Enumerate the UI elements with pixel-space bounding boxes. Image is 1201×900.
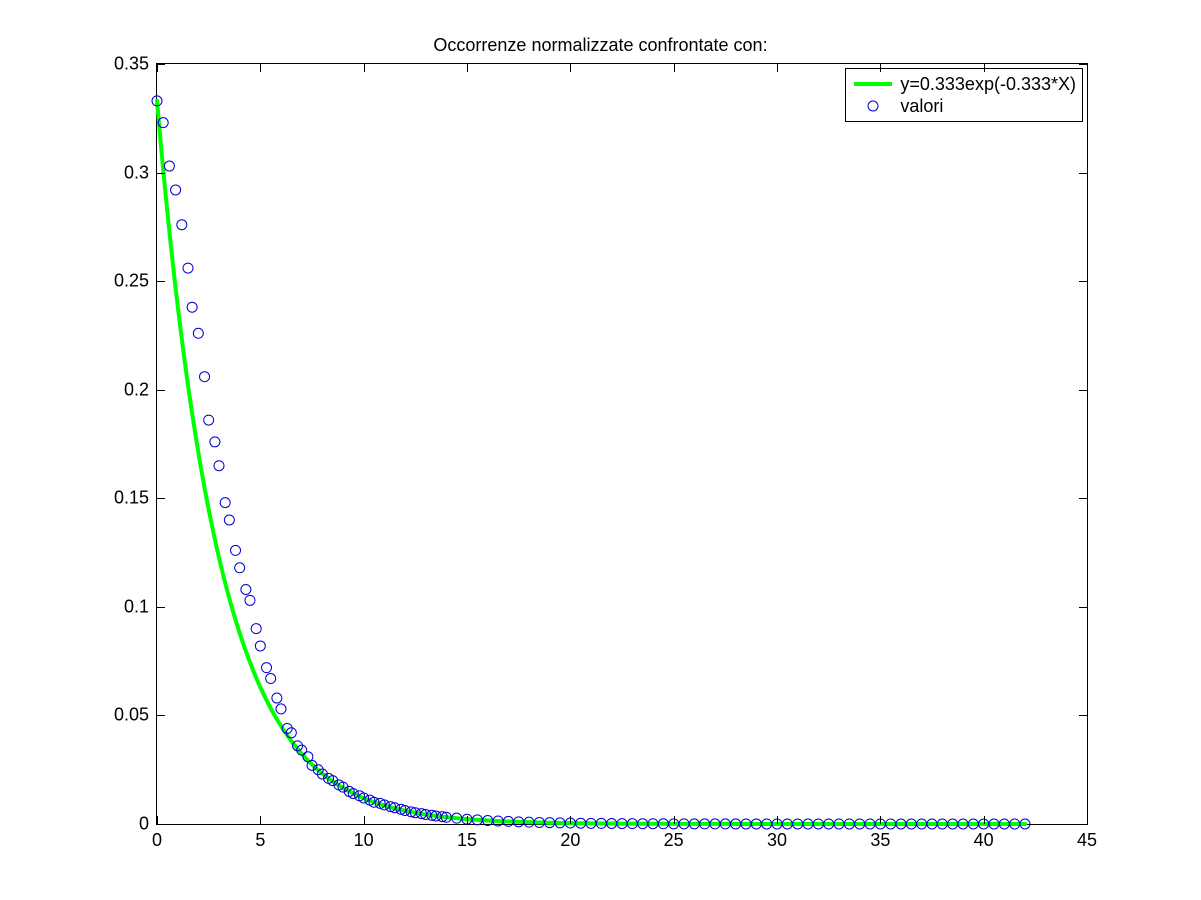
series-marker bbox=[251, 624, 261, 634]
xtick-label: 25 bbox=[664, 830, 684, 851]
ytick-label: 0.1 bbox=[124, 596, 149, 617]
xtick-mark bbox=[777, 816, 778, 824]
xtick-mark-top bbox=[467, 64, 468, 72]
series-marker bbox=[177, 220, 187, 230]
series-marker bbox=[214, 461, 224, 471]
xtick-mark bbox=[1087, 816, 1088, 824]
ytick-mark bbox=[157, 173, 165, 174]
xtick-mark-top bbox=[880, 64, 881, 72]
xtick-mark-top bbox=[260, 64, 261, 72]
xtick-mark-top bbox=[777, 64, 778, 72]
xtick-mark bbox=[674, 816, 675, 824]
series-marker bbox=[210, 437, 220, 447]
legend-swatch-marker bbox=[852, 95, 894, 117]
ytick-label: 0.35 bbox=[114, 54, 149, 75]
ytick-mark-right bbox=[1079, 607, 1087, 608]
legend-label-line: y=0.333exp(-0.333*X) bbox=[900, 74, 1076, 95]
series-marker bbox=[276, 704, 286, 714]
xtick-mark bbox=[260, 816, 261, 824]
series-marker bbox=[272, 693, 282, 703]
series-line bbox=[157, 101, 1025, 824]
xtick-label: 40 bbox=[974, 830, 994, 851]
ytick-mark bbox=[157, 824, 165, 825]
ytick-mark bbox=[157, 64, 165, 65]
xtick-mark-top bbox=[674, 64, 675, 72]
ytick-mark bbox=[157, 715, 165, 716]
xtick-mark-top bbox=[1087, 64, 1088, 72]
xtick-mark-top bbox=[364, 64, 365, 72]
xtick-mark-top bbox=[984, 64, 985, 72]
ytick-mark-right bbox=[1079, 715, 1087, 716]
xtick-mark bbox=[880, 816, 881, 824]
xtick-label: 20 bbox=[560, 830, 580, 851]
legend-label-marker: valori bbox=[900, 96, 943, 117]
legend-item-marker: valori bbox=[852, 95, 1076, 117]
figure: Occorrenze normalizzate confrontate con:… bbox=[0, 0, 1201, 900]
xtick-mark-top bbox=[570, 64, 571, 72]
xtick-label: 0 bbox=[152, 830, 162, 851]
series-marker bbox=[245, 595, 255, 605]
series-marker bbox=[235, 563, 245, 573]
xtick-label: 35 bbox=[870, 830, 890, 851]
xtick-label: 30 bbox=[767, 830, 787, 851]
series-marker bbox=[220, 498, 230, 508]
xtick-label: 45 bbox=[1077, 830, 1097, 851]
series-marker bbox=[187, 302, 197, 312]
ytick-mark-right bbox=[1079, 390, 1087, 391]
ytick-label: 0.3 bbox=[124, 162, 149, 183]
xtick-mark bbox=[364, 816, 365, 824]
ytick-mark-right bbox=[1079, 173, 1087, 174]
ytick-label: 0.2 bbox=[124, 379, 149, 400]
series-marker bbox=[204, 415, 214, 425]
xtick-label: 15 bbox=[457, 830, 477, 851]
series-marker bbox=[241, 584, 251, 594]
series-marker bbox=[266, 674, 276, 684]
series-marker bbox=[200, 372, 210, 382]
plot-area: y=0.333exp(-0.333*X) valori 051015202530… bbox=[156, 63, 1088, 825]
legend-swatch-line bbox=[852, 73, 894, 95]
ytick-mark-right bbox=[1079, 64, 1087, 65]
xtick-mark bbox=[157, 816, 158, 824]
xtick-mark bbox=[467, 816, 468, 824]
legend: y=0.333exp(-0.333*X) valori bbox=[845, 68, 1083, 122]
xtick-mark-top bbox=[157, 64, 158, 72]
series-marker bbox=[224, 515, 234, 525]
ytick-label: 0.25 bbox=[114, 271, 149, 292]
ytick-mark-right bbox=[1079, 498, 1087, 499]
series-marker bbox=[193, 328, 203, 338]
chart-title: Occorrenze normalizzate confrontate con: bbox=[0, 35, 1201, 56]
ytick-mark bbox=[157, 498, 165, 499]
series-marker bbox=[164, 161, 174, 171]
xtick-mark bbox=[984, 816, 985, 824]
xtick-label: 10 bbox=[354, 830, 374, 851]
ytick-label: 0.15 bbox=[114, 488, 149, 509]
legend-item-line: y=0.333exp(-0.333*X) bbox=[852, 73, 1076, 95]
plot-svg bbox=[157, 64, 1087, 824]
xtick-mark bbox=[570, 816, 571, 824]
ytick-label: 0.05 bbox=[114, 705, 149, 726]
ytick-mark bbox=[157, 281, 165, 282]
ytick-label: 0 bbox=[139, 814, 149, 835]
series-marker bbox=[183, 263, 193, 273]
xtick-label: 5 bbox=[255, 830, 265, 851]
ytick-mark bbox=[157, 607, 165, 608]
series-marker bbox=[171, 185, 181, 195]
ytick-mark bbox=[157, 390, 165, 391]
ytick-mark-right bbox=[1079, 281, 1087, 282]
series-marker bbox=[231, 545, 241, 555]
ytick-mark-right bbox=[1079, 824, 1087, 825]
series-marker bbox=[262, 663, 272, 673]
series-marker bbox=[255, 641, 265, 651]
